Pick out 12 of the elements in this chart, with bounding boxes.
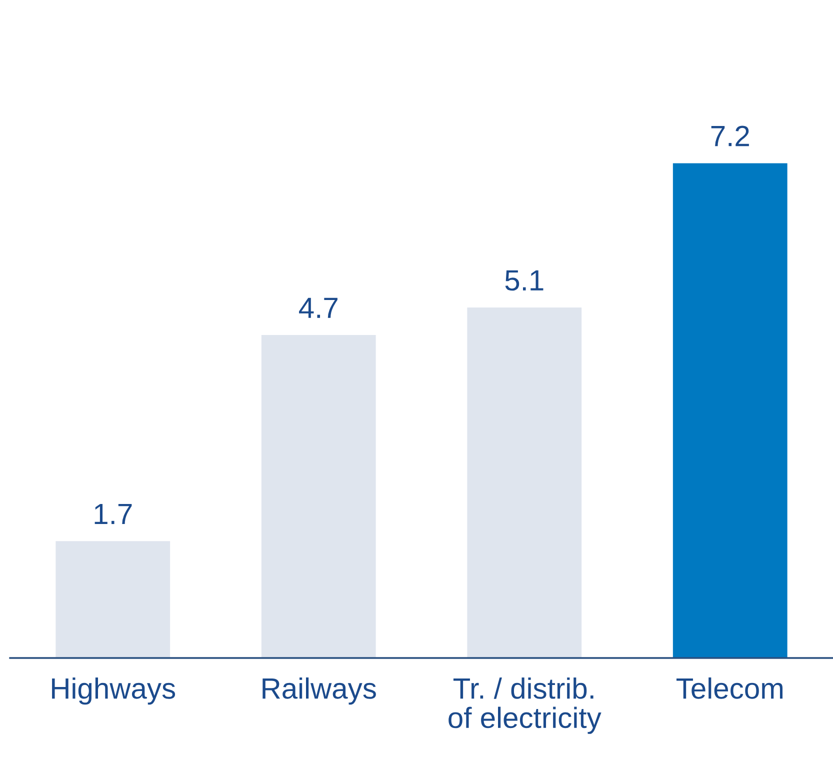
- data-label: 1.7: [94, 504, 132, 524]
- bar: [672, 163, 788, 658]
- x-tick-label: Tr. / distrib. of electricity: [448, 677, 602, 734]
- x-tick-label: Railways: [262, 677, 376, 705]
- data-label: 4.7: [299, 298, 338, 318]
- x-tick-label: Highways: [52, 677, 176, 705]
- data-label: 5.1: [505, 270, 544, 291]
- bar: [467, 308, 582, 658]
- bar: [261, 335, 376, 658]
- data-label: 7.2: [711, 126, 749, 146]
- bar: [56, 541, 170, 658]
- x-tick-label: Telecom: [676, 677, 782, 699]
